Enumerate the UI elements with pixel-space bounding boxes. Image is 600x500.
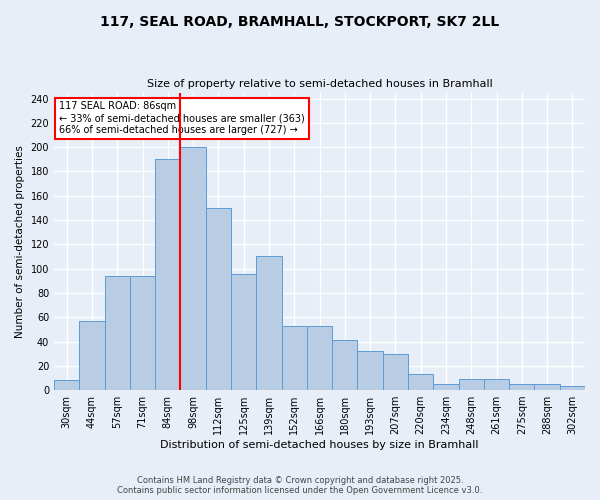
Bar xyxy=(281,326,307,390)
Bar xyxy=(358,351,383,390)
Bar xyxy=(484,379,509,390)
Bar xyxy=(332,340,358,390)
Bar xyxy=(181,147,206,390)
Y-axis label: Number of semi-detached properties: Number of semi-detached properties xyxy=(15,145,25,338)
Bar xyxy=(79,321,104,390)
Bar xyxy=(307,326,332,390)
Bar xyxy=(130,276,155,390)
Bar xyxy=(54,380,79,390)
Text: 117, SEAL ROAD, BRAMHALL, STOCKPORT, SK7 2LL: 117, SEAL ROAD, BRAMHALL, STOCKPORT, SK7… xyxy=(100,15,500,29)
Title: Size of property relative to semi-detached houses in Bramhall: Size of property relative to semi-detach… xyxy=(146,79,493,89)
Bar xyxy=(458,379,484,390)
Bar xyxy=(408,374,433,390)
Bar xyxy=(231,274,256,390)
Bar xyxy=(256,256,281,390)
Bar xyxy=(509,384,535,390)
Bar xyxy=(155,160,181,390)
Text: 117 SEAL ROAD: 86sqm
← 33% of semi-detached houses are smaller (363)
66% of semi: 117 SEAL ROAD: 86sqm ← 33% of semi-detac… xyxy=(59,102,305,134)
Bar xyxy=(560,386,585,390)
Bar xyxy=(383,354,408,390)
Bar xyxy=(433,384,458,390)
Bar xyxy=(206,208,231,390)
X-axis label: Distribution of semi-detached houses by size in Bramhall: Distribution of semi-detached houses by … xyxy=(160,440,479,450)
Text: Contains HM Land Registry data © Crown copyright and database right 2025.
Contai: Contains HM Land Registry data © Crown c… xyxy=(118,476,482,495)
Bar xyxy=(535,384,560,390)
Bar xyxy=(104,276,130,390)
